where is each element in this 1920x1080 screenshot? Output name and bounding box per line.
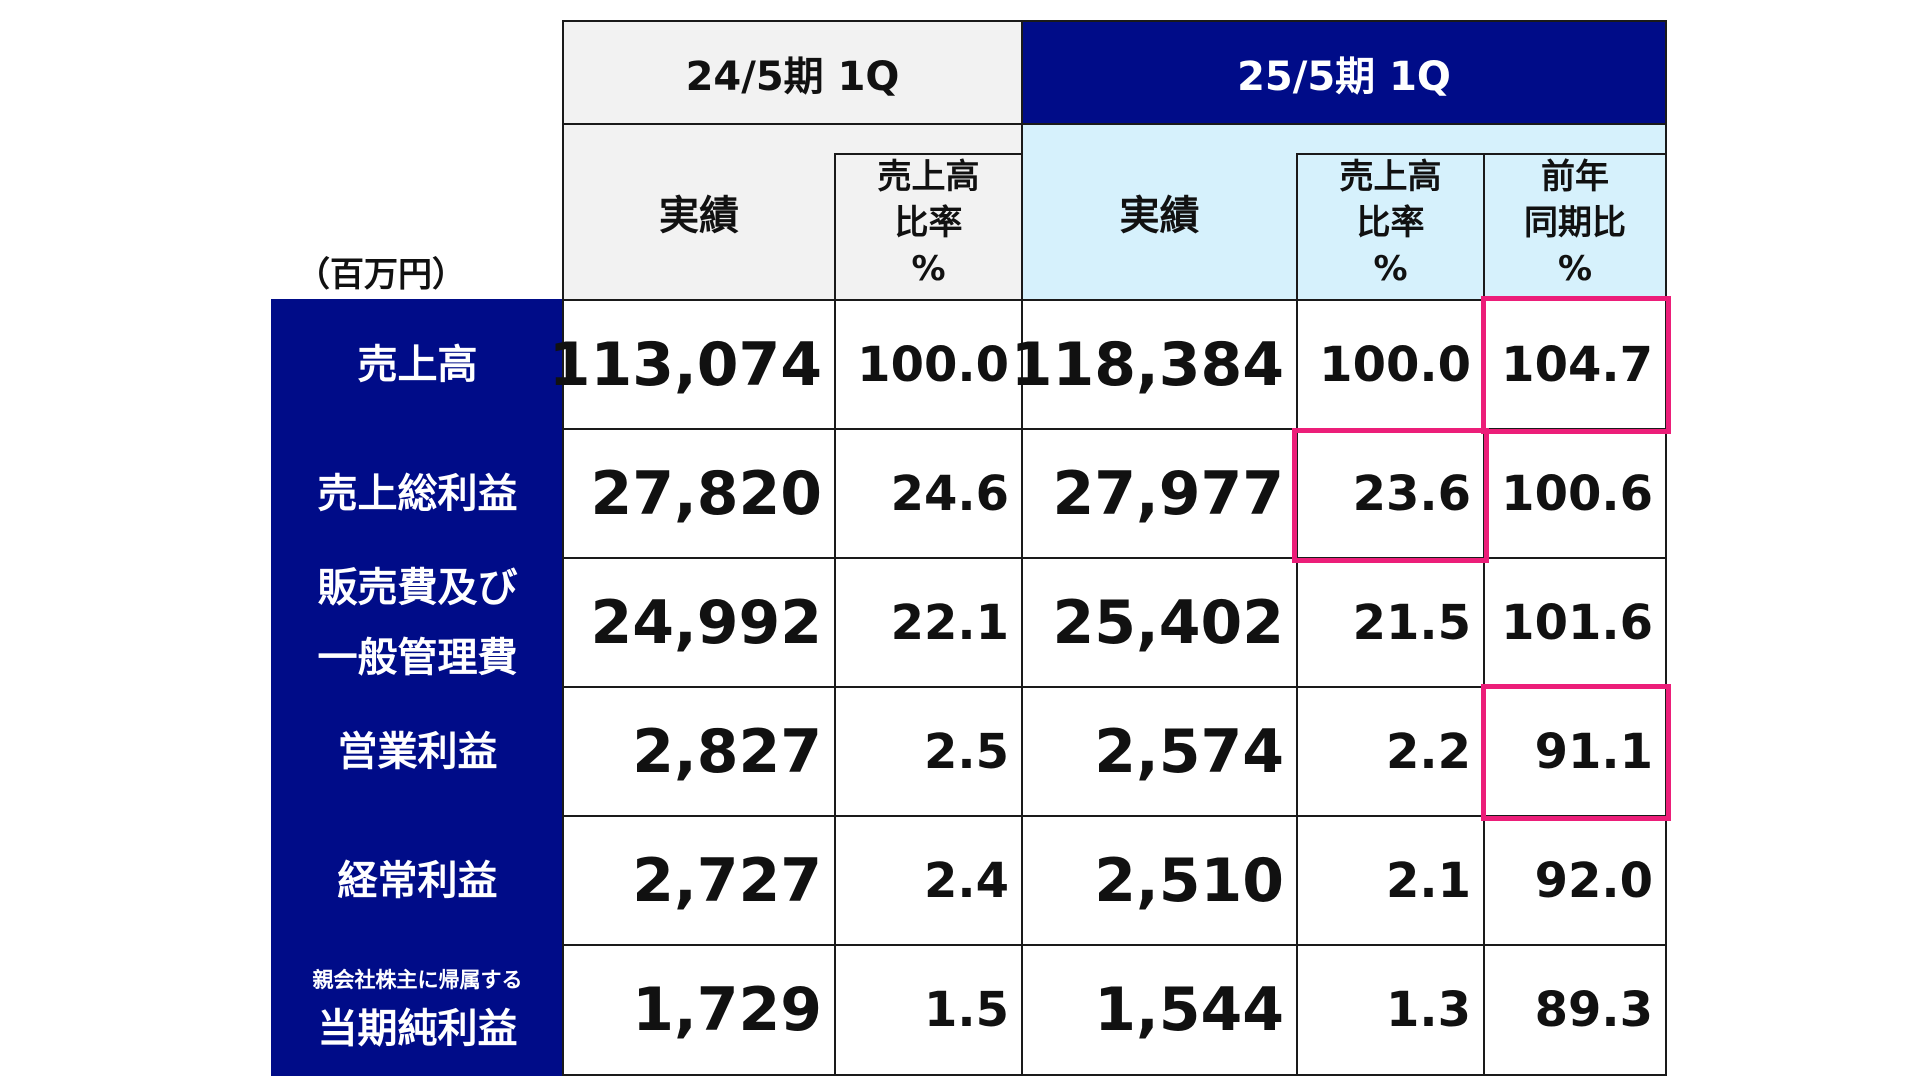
cell-curr-actual: 2,510: [1021, 815, 1298, 946]
row-label-net-income: 親会社株主に帰属する 当期純利益: [271, 944, 564, 1076]
subheader-curr-yoy-line3: %: [1557, 248, 1593, 289]
cell-yoy: 104.7: [1483, 299, 1667, 430]
subheader-prev-ratio-line1: 売上高: [877, 157, 980, 197]
cell-yoy: 101.6: [1483, 557, 1667, 688]
subheader-curr-yoy-line1: 前年: [1541, 157, 1609, 197]
subheader-curr-ratio: 売上高 比率 %: [1296, 153, 1485, 301]
cell-curr-ratio: 1.3: [1296, 944, 1485, 1076]
cell-curr-actual: 1,544: [1021, 944, 1298, 1076]
cell-prev-actual: 27,820: [562, 428, 836, 559]
cell-prev-ratio: 22.1: [834, 557, 1023, 688]
row-label-text-line2: 一般管理費: [317, 634, 518, 681]
cell-prev-actual: 24,992: [562, 557, 836, 688]
row-label-text: 売上総利益: [317, 470, 518, 517]
row-label-text: 営業利益: [337, 728, 498, 775]
row-label-text-line1: 販売費及び: [317, 564, 518, 611]
cell-yoy: 91.1: [1483, 686, 1667, 817]
cell-yoy: 100.6: [1483, 428, 1667, 559]
row-label-net-sales: 売上高: [271, 299, 564, 430]
row-label-gross-profit: 売上総利益: [271, 428, 564, 559]
cell-curr-actual: 25,402: [1021, 557, 1298, 688]
row-label-text: 当期純利益: [317, 1005, 518, 1052]
cell-yoy: 92.0: [1483, 815, 1667, 946]
cell-curr-actual: 118,384: [1011, 299, 1298, 430]
period-header-curr: 25/5期 1Q: [1021, 20, 1667, 125]
cell-yoy: 89.3: [1483, 944, 1667, 1076]
subheader-curr-yoy: 前年 同期比 %: [1483, 153, 1667, 301]
cell-prev-ratio: 2.5: [834, 686, 1023, 817]
subheader-prev-ratio-line3: %: [911, 248, 946, 289]
cell-prev-ratio: 2.4: [834, 815, 1023, 946]
period-header-prev: 24/5期 1Q: [562, 20, 1023, 125]
subheader-curr-ratio-line2: 比率: [1356, 202, 1425, 243]
subheader-prev-actual: 実績: [562, 123, 836, 301]
cell-curr-ratio: 100.0: [1296, 299, 1485, 430]
subheader-prev-area: [834, 123, 1023, 155]
cell-prev-ratio: 1.5: [834, 944, 1023, 1076]
cell-prev-ratio: 24.6: [834, 428, 1023, 559]
cell-prev-actual: 1,729: [562, 944, 836, 1076]
subheader-prev-ratio: 売上高 比率 %: [834, 153, 1023, 301]
row-label-ordinary-profit: 経常利益: [271, 815, 564, 946]
unit-label: （百万円）: [296, 255, 466, 295]
row-label-text: 経常利益: [337, 857, 498, 904]
row-label-sga: 販売費及び 一般管理費: [271, 557, 564, 688]
cell-prev-actual: 2,727: [562, 815, 836, 946]
cell-prev-actual: 2,827: [562, 686, 836, 817]
subheader-curr-ratio-line1: 売上高: [1339, 157, 1442, 197]
subheader-curr-ratio-line3: %: [1373, 248, 1408, 289]
subheader-curr-yoy-line2: 同期比: [1524, 202, 1626, 243]
row-label-operating-profit: 営業利益: [271, 686, 564, 817]
cell-prev-actual: 113,074: [549, 299, 836, 430]
row-label-small-text: 親会社株主に帰属する: [312, 968, 523, 993]
cell-prev-ratio: 100.0: [834, 299, 1023, 430]
cell-curr-actual: 27,977: [1021, 428, 1298, 559]
subheader-curr-actual: 実績: [1021, 123, 1298, 301]
subheader-prev-ratio-line2: 比率: [894, 202, 963, 243]
row-label-text: 売上高: [357, 341, 478, 388]
cell-curr-ratio: 2.1: [1296, 815, 1485, 946]
cell-curr-actual: 2,574: [1021, 686, 1298, 817]
subheader-curr-area: [1296, 123, 1667, 155]
cell-curr-ratio: 2.2: [1296, 686, 1485, 817]
cell-curr-ratio: 21.5: [1296, 557, 1485, 688]
cell-curr-ratio: 23.6: [1296, 428, 1485, 559]
